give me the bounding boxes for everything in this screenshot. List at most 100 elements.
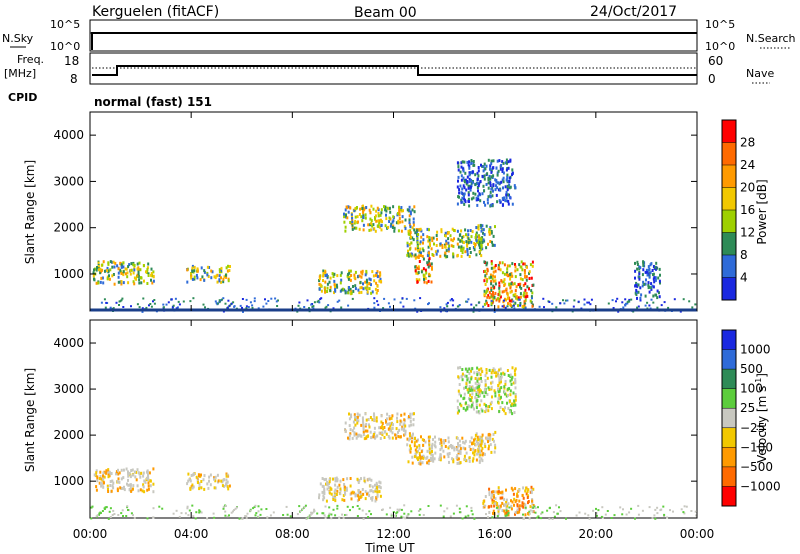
velocity-echo-cell [417, 438, 419, 442]
velocity-clutter-cell [403, 512, 406, 515]
power-echo-cell [397, 221, 400, 225]
velocity-echo-cell [480, 376, 482, 380]
power-echo-cell [111, 274, 114, 278]
velocity-echo-cell [518, 499, 521, 503]
power-echo-cell [505, 196, 508, 199]
velocity-clutter-cell [522, 513, 524, 516]
power-echo-cell [127, 281, 130, 285]
power-clutter-cell [504, 306, 507, 309]
power-echo-cell [531, 304, 534, 308]
power-echo-cell [493, 295, 496, 299]
velocity-echo-cell [498, 409, 501, 413]
power-echo-cell [490, 286, 493, 290]
velocity-echo-cell [376, 493, 379, 497]
velocity-echo-cell [482, 452, 485, 456]
velocity-echo-cell [109, 480, 112, 483]
velocity-echo-cell [351, 490, 354, 494]
power-echo-cell [216, 280, 219, 284]
power-echo-cell [489, 167, 492, 171]
power-echo-cell [464, 200, 467, 204]
power-echo-cell [498, 199, 501, 203]
power-echo-cell [122, 265, 125, 269]
power-echo-cell [220, 266, 223, 270]
power-echo-cell [472, 196, 475, 200]
power-echo-cell [447, 241, 450, 245]
velocity-echo-cell [497, 512, 500, 516]
power-echo-cell [407, 252, 410, 256]
velocity-echo-cell [384, 430, 387, 434]
velocity-echo-cell [372, 435, 375, 439]
power-echo-cell [460, 191, 463, 195]
velocity-echo-cell [336, 485, 339, 489]
power-echo-cell [334, 289, 337, 293]
power-clutter-cell [465, 300, 468, 303]
power-echo-cell [494, 225, 496, 229]
velocity-echo-cell [332, 498, 335, 501]
velocity-echo-cell [147, 478, 150, 481]
freq-line [92, 65, 697, 76]
velocity-clutter-cell [541, 511, 544, 514]
power-clutter-cell [551, 302, 554, 305]
velocity-echo-cell [127, 483, 130, 487]
velocity-clutter-cell [257, 505, 260, 508]
velocity-echo-cell [333, 490, 336, 494]
velocity-echo-cell [364, 429, 367, 433]
velocity-echo-cell [420, 435, 422, 439]
power-echo-cell [351, 217, 354, 220]
velocity-echo-cell [483, 442, 486, 446]
power-echo-cell [340, 278, 343, 282]
power-clutter-cell [373, 302, 376, 305]
velocity-echo-cell [461, 378, 464, 382]
velocity-echo-cell [356, 477, 359, 481]
power-echo-cell [464, 228, 467, 232]
power-echo-cell [509, 303, 512, 307]
velocity-echo-cell [480, 457, 483, 461]
power-echo-cell [491, 176, 494, 179]
velocity-clutter-cell [634, 517, 636, 520]
power-clutter-cell [512, 304, 515, 307]
velocity-echo-cell [468, 367, 471, 371]
velocity-echo-cell [473, 407, 475, 411]
power-echo-cell [484, 274, 487, 278]
power-echo-cell [120, 282, 123, 286]
power-echo-cell [505, 168, 508, 172]
power-echo-cell [498, 266, 501, 270]
velocity-echo-cell [419, 462, 422, 466]
power-echo-cell [477, 169, 480, 173]
velocity-echo-cell [362, 430, 365, 434]
velocity-clutter-cell [506, 513, 509, 516]
power-echo-cell [211, 270, 214, 274]
velocity-echo-cell [510, 499, 512, 503]
power-echo-cell [368, 228, 371, 232]
power-echo-cell [215, 274, 218, 278]
power-echo-cell [375, 291, 378, 295]
power-echo-cell [519, 292, 522, 296]
power-echo-cell [517, 296, 520, 300]
velocity-echo-cell [440, 441, 443, 445]
velocity-echo-cell [485, 371, 488, 375]
power-echo-cell [497, 305, 500, 309]
power-echo-cell [414, 231, 417, 235]
power-echo-cell [480, 254, 483, 258]
velocity-echo-cell [409, 419, 412, 423]
velocity-clutter-cell [241, 517, 244, 520]
velocity-echo-cell [485, 368, 488, 371]
power-echo-cell [186, 268, 189, 272]
velocity-clutter-cell [224, 510, 227, 513]
power-echo-cell [457, 245, 460, 249]
velocity-echo-cell [334, 479, 337, 483]
velocity-echo-cell [526, 496, 529, 499]
power-echo-cell [511, 274, 514, 278]
power-echo-cell [484, 167, 487, 171]
power-echo-cell [377, 214, 380, 218]
velocity-echo-cell [319, 482, 322, 486]
power-echo-cell [497, 297, 500, 301]
power-echo-cell [318, 287, 321, 291]
power-echo-cell [530, 276, 533, 280]
power-colorbar-swatch [722, 120, 736, 143]
velocity-clutter-cell [552, 511, 555, 514]
power-echo-cell [515, 295, 518, 299]
velocity-echo-cell [475, 440, 478, 443]
power-clutter-cell [121, 297, 124, 300]
velocity-clutter-cell [230, 511, 233, 514]
